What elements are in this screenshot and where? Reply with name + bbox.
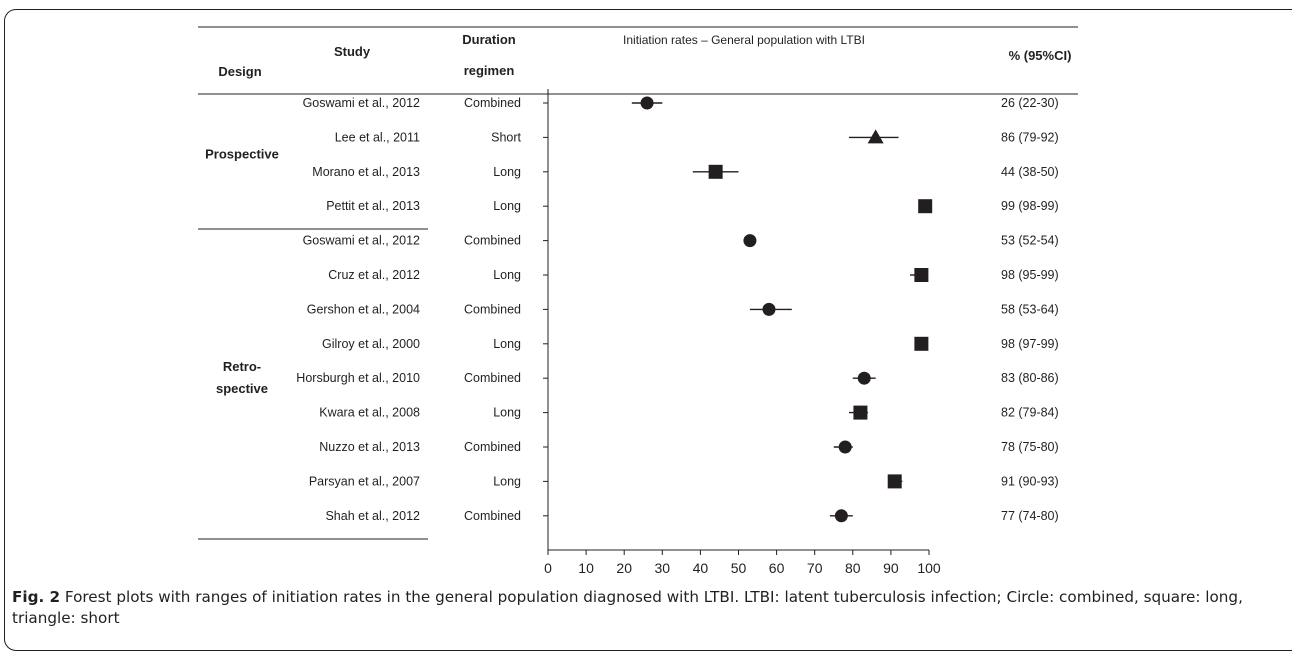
ci-text: 91 (90-93) [1001,474,1059,488]
plot-title: Initiation rates – General population wi… [623,33,865,47]
ci-text: 44 (38-50) [1001,165,1059,179]
duration-regimen: Combined [464,302,521,316]
x-tick-label: 40 [693,560,709,576]
ci-text: 82 (79-84) [1001,406,1059,420]
point-square [887,474,902,489]
point-circle [834,509,848,523]
ci-text: 98 (95-99) [1001,268,1059,282]
ci-text: 26 (22-30) [1001,96,1059,110]
point-square [853,405,868,420]
header-regimen: regimen [464,63,515,78]
point-square [708,164,723,179]
duration-regimen: Long [493,337,521,351]
ci-text: 99 (98-99) [1001,199,1059,213]
point-square [914,336,929,351]
group-label: Prospective [205,147,279,162]
caption-text: Forest plots with ranges of initiation r… [12,588,1243,627]
point-circle [762,302,776,316]
point-circle [857,371,871,385]
ci-text: 78 (75-80) [1001,440,1059,454]
point-circle [743,234,757,248]
duration-regimen: Long [493,406,521,420]
duration-regimen: Combined [464,371,521,385]
x-tick-label: 100 [917,560,941,576]
x-tick-label: 60 [769,560,785,576]
forest-plot: Design Study Duration regimen % (95%CI) Initi… [198,26,1078,576]
study-name: Kwara et al., 2008 [319,406,420,420]
study-name: Morano et al., 2013 [312,165,420,179]
x-tick-label: 0 [544,560,552,576]
x-tick-label: 70 [807,560,823,576]
duration-regimen: Long [493,474,521,488]
study-name: Goswami et al., 2012 [303,234,420,248]
ci-text: 98 (97-99) [1001,337,1059,351]
header-study: Study [334,44,371,59]
x-tick-label: 30 [655,560,671,576]
point-triangle [867,129,884,144]
header-design: Design [218,64,261,79]
x-tick-label: 90 [883,560,899,576]
point-circle [640,96,654,110]
duration-regimen: Combined [464,234,521,248]
study-name: Horsburgh et al., 2010 [296,371,420,385]
point-square [914,268,929,282]
x-tick-label: 20 [616,560,632,576]
duration-regimen: Long [493,268,521,282]
study-name: Parsyan et al., 2007 [309,474,420,488]
study-name: Gershon et al., 2004 [307,302,420,316]
x-tick-label: 10 [578,560,594,576]
figure-caption: Fig. 2 Forest plots with ranges of initi… [12,587,1282,629]
study-name: Goswami et al., 2012 [303,96,420,110]
header-ci: % (95%CI) [1009,48,1072,63]
duration-regimen: Long [493,165,521,179]
duration-regimen: Combined [464,509,521,523]
duration-regimen: Combined [464,96,521,110]
x-tick-label: 50 [731,560,747,576]
ci-text: 86 (79-92) [1001,130,1059,144]
study-name: Cruz et al., 2012 [328,268,420,282]
x-tick-label: 80 [845,560,861,576]
ci-text: 58 (53-64) [1001,302,1059,316]
study-name: Gilroy et al., 2000 [322,337,420,351]
study-name: Nuzzo et al., 2013 [319,440,420,454]
ci-text: 77 (74-80) [1001,509,1059,523]
duration-regimen: Long [493,199,521,213]
group-label: Retro- [223,359,261,374]
header-duration: Duration [462,32,516,47]
study-name: Lee et al., 2011 [335,130,420,144]
ci-text: 53 (52-54) [1001,234,1059,248]
duration-regimen: Combined [464,440,521,454]
duration-regimen: Short [491,130,521,144]
study-name: Pettit et al., 2013 [326,199,420,213]
point-circle [838,440,852,454]
figure-label: Fig. 2 [12,588,61,606]
ci-text: 83 (80-86) [1001,371,1059,385]
group-label: spective [216,381,268,396]
point-square [918,199,933,214]
study-name: Shah et al., 2012 [325,509,420,523]
